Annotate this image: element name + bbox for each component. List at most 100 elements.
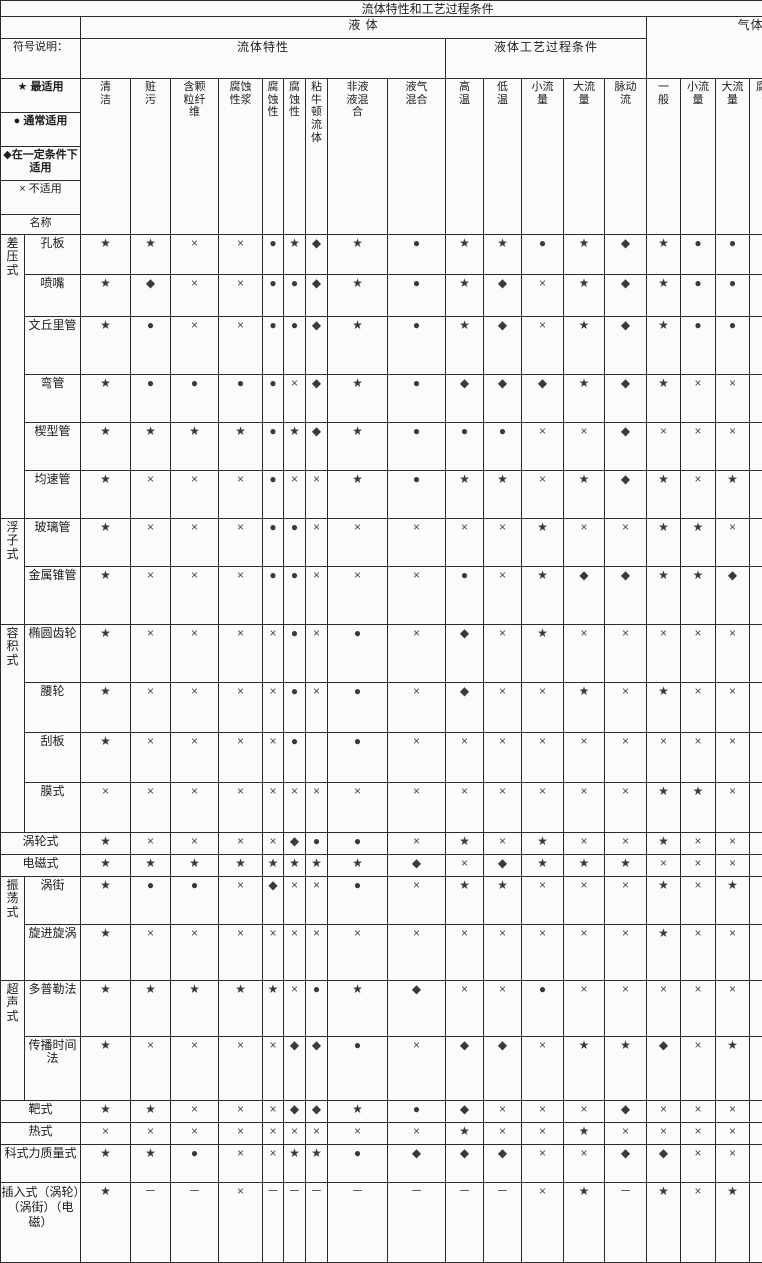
cell-13-13: ★ — [605, 855, 647, 877]
cell-9-6: × — [306, 683, 328, 733]
cell-0-16: ● — [716, 235, 750, 275]
cell-18-12: × — [564, 1101, 605, 1123]
cell-10-8: × — [388, 733, 446, 783]
cell-11-11: × — [522, 783, 564, 833]
cell-5-17: ● — [750, 471, 762, 519]
cell-8-1: × — [131, 625, 171, 683]
cell-16-7: ★ — [328, 981, 388, 1037]
cell-13-4: ★ — [263, 855, 284, 877]
cell-2-5: ● — [284, 317, 306, 375]
cell-20-17: ◆ — [750, 1145, 762, 1183]
cell-18-1: ★ — [131, 1101, 171, 1123]
cell-7-16: ◆ — [716, 567, 750, 625]
row-name: 文丘里管 — [25, 317, 81, 375]
cell-2-10: ◆ — [484, 317, 522, 375]
cell-9-7: ● — [328, 683, 388, 733]
cell-6-1: × — [131, 519, 171, 567]
cell-6-6: × — [306, 519, 328, 567]
cross-icon: × — [19, 184, 25, 195]
cell-21-16: ★ — [716, 1183, 750, 1263]
cell-2-17: ● — [750, 317, 762, 375]
cell-18-0: ★ — [81, 1101, 131, 1123]
cell-13-12: ★ — [564, 855, 605, 877]
cell-20-8: ◆ — [388, 1145, 446, 1183]
cell-12-5: ◆ — [284, 833, 306, 855]
cell-16-11: ● — [522, 981, 564, 1037]
cell-7-0: ★ — [81, 567, 131, 625]
cell-1-4: ● — [263, 275, 284, 317]
cell-4-7: ★ — [328, 423, 388, 471]
cell-20-4: × — [263, 1145, 284, 1183]
cell-11-9: × — [446, 783, 484, 833]
cell-18-14: × — [647, 1101, 681, 1123]
cell-11-3: × — [219, 783, 263, 833]
cell-0-17: ● — [750, 235, 762, 275]
cell-18-10: × — [484, 1101, 522, 1123]
cell-7-13: ◆ — [605, 567, 647, 625]
cell-15-7: × — [328, 925, 388, 981]
cell-17-6: ◆ — [306, 1037, 328, 1101]
cell-10-9: × — [446, 733, 484, 783]
cell-16-14: × — [647, 981, 681, 1037]
cell-13-14: × — [647, 855, 681, 877]
cell-1-7: ★ — [328, 275, 388, 317]
cell-17-10: ◆ — [484, 1037, 522, 1101]
cell-14-0: ★ — [81, 877, 131, 925]
col-header-3: 腐蚀性浆 — [219, 79, 263, 235]
cell-6-13: × — [605, 519, 647, 567]
cell-2-14: ★ — [647, 317, 681, 375]
cell-14-5: × — [284, 877, 306, 925]
cell-9-3: × — [219, 683, 263, 733]
group-gas: 气体 — [647, 17, 762, 79]
cell-5-11: × — [522, 471, 564, 519]
row-name: 旋进旋涡 — [25, 925, 81, 981]
row-name: 孔板 — [25, 235, 81, 275]
cell-21-3: × — [219, 1183, 263, 1263]
cell-10-14: × — [647, 733, 681, 783]
row-name: 弯管 — [25, 375, 81, 423]
cell-7-1: × — [131, 567, 171, 625]
cell-15-2: × — [171, 925, 219, 981]
cell-1-3: × — [219, 275, 263, 317]
col-header-11: 小流量 — [522, 79, 564, 235]
cell-21-4: － — [263, 1183, 284, 1263]
cell-11-8: × — [388, 783, 446, 833]
cell-12-3: × — [219, 833, 263, 855]
cell-5-13: ◆ — [605, 471, 647, 519]
cell-0-11: ● — [522, 235, 564, 275]
cell-10-17: × — [750, 733, 762, 783]
table-row: 靶式★★×××◆◆★●◆×××◆×××××× — [1, 1101, 762, 1123]
cell-3-10: ◆ — [484, 375, 522, 423]
cell-19-4: × — [263, 1123, 284, 1145]
table-row: 膜式××××××××××××××★★×××× — [1, 783, 762, 833]
cell-1-16: ● — [716, 275, 750, 317]
cell-2-2: × — [171, 317, 219, 375]
row-name: 插入式（涡轮）（涡街）（电磁） — [1, 1183, 81, 1263]
cell-11-6: × — [306, 783, 328, 833]
cell-6-15: ★ — [681, 519, 716, 567]
cell-10-12: × — [564, 733, 605, 783]
cell-16-0: ★ — [81, 981, 131, 1037]
cell-18-16: × — [716, 1101, 750, 1123]
cell-15-17: × — [750, 925, 762, 981]
cell-14-10: ★ — [484, 877, 522, 925]
cell-11-2: × — [171, 783, 219, 833]
star-icon: ★ — [18, 82, 28, 93]
cell-17-9: ◆ — [446, 1037, 484, 1101]
cell-20-2: ● — [171, 1145, 219, 1183]
cell-12-15: × — [681, 833, 716, 855]
cell-4-14: × — [647, 423, 681, 471]
cell-9-1: × — [131, 683, 171, 733]
cell-2-7: ★ — [328, 317, 388, 375]
cell-4-11: × — [522, 423, 564, 471]
group-fluid-properties: 流体特性 — [81, 39, 446, 79]
table-row: 金属锥管★×××●●×××●×★◆◆★★◆●×★ — [1, 567, 762, 625]
cell-7-7: × — [328, 567, 388, 625]
cell-16-10: × — [484, 981, 522, 1037]
cell-8-12: × — [564, 625, 605, 683]
cell-11-12: × — [564, 783, 605, 833]
cell-5-2: × — [171, 471, 219, 519]
row-group-label: 容积式 — [1, 625, 25, 833]
